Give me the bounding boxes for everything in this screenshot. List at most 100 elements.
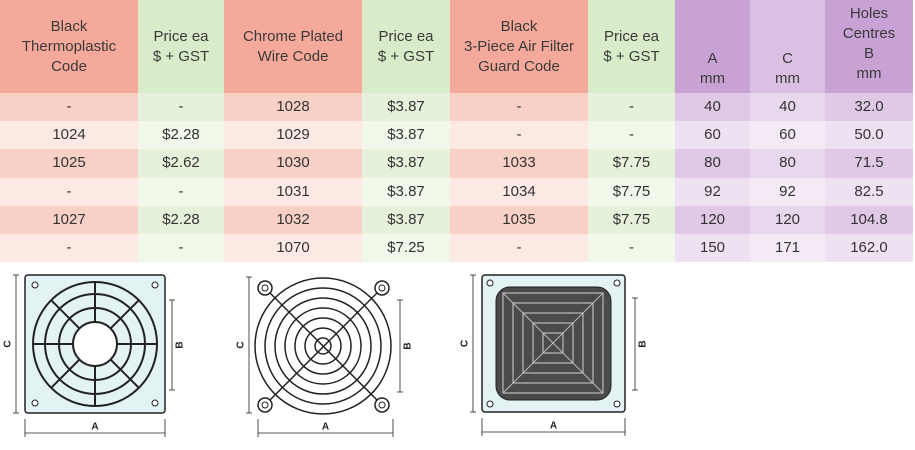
cell-text: 120 [699, 210, 726, 228]
line [50, 358, 81, 389]
table-cell: - [588, 234, 675, 263]
table-cell: $2.28 [138, 121, 224, 150]
table-cell: - [588, 121, 675, 150]
table-cell: 40 [750, 93, 825, 122]
dimension-label: C [460, 340, 471, 347]
table-cell: 1035 [450, 205, 588, 234]
cell-text: $2.28 [162, 210, 200, 228]
table-cell: $3.87 [362, 121, 450, 150]
circle [378, 401, 386, 409]
table-cell: 1034 [450, 177, 588, 206]
header-line: 3-Piece Air Filter [463, 37, 575, 55]
grille [542, 332, 564, 354]
cell-text: 171 [774, 239, 801, 257]
table-cell: 92 [675, 177, 750, 206]
table-cell: $2.62 [138, 149, 224, 178]
cell-text: $3.87 [387, 154, 425, 172]
table-cell: 1030 [224, 149, 362, 178]
table-cell: - [588, 93, 675, 122]
table-cell: 50.0 [825, 121, 913, 150]
circle [294, 317, 352, 375]
cell-text: $3.87 [387, 210, 425, 228]
table-cell: 71.5 [825, 149, 913, 178]
table-cell: 1032 [224, 205, 362, 234]
header-cell: Black Thermoplastic Code [0, 0, 138, 93]
cell-text: $2.28 [162, 126, 200, 144]
cell-text: 32.0 [854, 98, 884, 116]
table-cell: $7.25 [362, 234, 450, 263]
cell-text: - [629, 239, 634, 257]
cell-text: 50.0 [854, 126, 884, 144]
circle [151, 399, 159, 407]
table-cell: 171 [750, 234, 825, 263]
table-cell: 150 [675, 234, 750, 263]
cell-text: 82.5 [854, 182, 884, 200]
cell-text: - [516, 239, 522, 257]
cell-text: 1033 [502, 154, 536, 172]
cell-text: 80 [779, 154, 796, 172]
header-cell: Price ea $ + GST [588, 0, 675, 93]
dimension-label: B [403, 342, 414, 349]
circle [378, 284, 386, 292]
cell-text: 1031 [276, 182, 310, 200]
header-line: mm [775, 70, 800, 87]
cell-text: 92 [779, 182, 796, 200]
cell-text: 1032 [276, 210, 310, 228]
cell-text: 1030 [276, 154, 310, 172]
header-line: Holes [849, 5, 889, 22]
circle [304, 327, 342, 365]
cell-text: $3.87 [387, 182, 425, 200]
table-cell: - [450, 121, 588, 150]
cell-text: 120 [774, 210, 801, 228]
table-cell: $7.75 [588, 177, 675, 206]
circle [314, 337, 332, 355]
header-line: mm [856, 65, 882, 82]
header-cell: Chrome Plated Wire Code [224, 0, 362, 93]
circle [31, 399, 39, 407]
cell-text: - [629, 126, 634, 144]
table-cell: $3.87 [362, 93, 450, 122]
line [109, 299, 140, 330]
circle [257, 280, 273, 296]
header-cell: Price ea $ + GST [362, 0, 450, 93]
cell-text: - [629, 98, 634, 116]
header-line: Code [51, 57, 87, 75]
circle [613, 400, 621, 408]
table-cell: $3.87 [362, 149, 450, 178]
table-cell: - [450, 234, 588, 263]
cell-text: 150 [699, 239, 726, 257]
cell-text: 1070 [276, 239, 310, 257]
cell-text: 40 [779, 98, 796, 116]
cell-text: 1027 [52, 210, 86, 228]
cell-text: 104.8 [850, 210, 888, 228]
table-cell: 1024 [0, 121, 138, 150]
grille [532, 322, 574, 364]
dimension-label: A [322, 422, 329, 433]
table-cell: 40 [675, 93, 750, 122]
cell-text: $7.75 [612, 154, 651, 172]
cell-text: $2.62 [162, 154, 200, 172]
circle [257, 397, 273, 413]
cell-text: - [178, 239, 184, 257]
table-cell: - [138, 234, 224, 263]
cell-text: 1025 [52, 154, 86, 172]
circle [374, 397, 390, 413]
header-line: Centres [842, 25, 896, 42]
cell-text: - [178, 98, 184, 116]
cell-text: - [66, 98, 72, 116]
header-line: Price ea [603, 27, 660, 45]
table-cell: 162.0 [825, 234, 913, 263]
dimension-label: B [638, 340, 649, 347]
table-cell: 1031 [224, 177, 362, 206]
header-line: mm [700, 70, 725, 87]
header-line: A [707, 50, 718, 67]
table-cell: 82.5 [825, 177, 913, 206]
cell-text: 80 [704, 154, 721, 172]
line [109, 358, 140, 389]
cell-text: - [66, 182, 72, 200]
header-line: $ + GST [603, 47, 660, 65]
